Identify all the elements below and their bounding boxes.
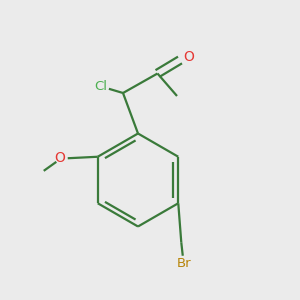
Text: O: O (183, 50, 194, 64)
Text: Cl: Cl (94, 80, 107, 93)
Text: Br: Br (177, 257, 192, 270)
Text: O: O (54, 151, 65, 165)
